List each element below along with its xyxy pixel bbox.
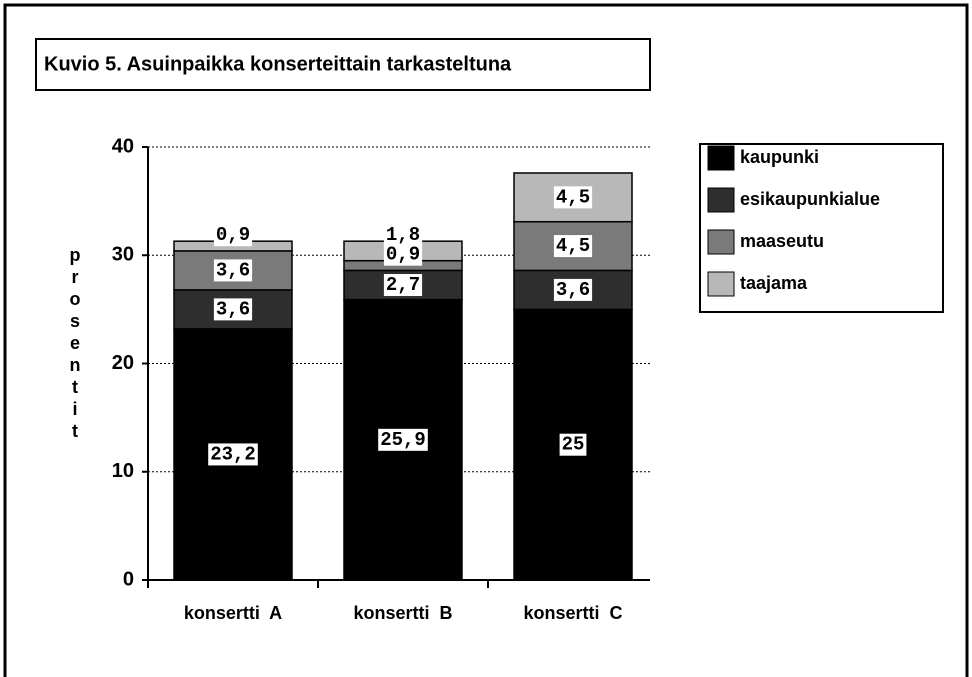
value-label: 25,9 (380, 429, 426, 451)
value-label-box (383, 274, 423, 297)
legend-swatch (707, 229, 735, 255)
y-tick-label: 20 (112, 352, 134, 374)
y-tick-label: 10 (112, 460, 134, 482)
value-label-box (553, 235, 593, 258)
value-label-box (553, 278, 593, 301)
value-label-box (383, 243, 423, 266)
value-label: 4,5 (556, 186, 590, 208)
legend-swatch (707, 145, 735, 171)
x-tick-label: konsertti B (353, 603, 452, 623)
value-label: 2,7 (386, 274, 420, 296)
legend-label: kaupunki (740, 147, 819, 167)
y-tick-label: 0 (123, 568, 134, 590)
value-label-box (383, 224, 423, 247)
legend-swatch (707, 271, 735, 297)
value-label: 3,6 (216, 259, 250, 281)
value-label: 1,8 (386, 224, 420, 246)
x-tick-label: konsertti A (184, 603, 282, 623)
legend-box (699, 143, 944, 313)
chart-title: Kuvio 5. Asuinpaikka konserteittain tark… (44, 53, 512, 75)
value-label-box (213, 298, 253, 321)
value-label: 23,2 (210, 443, 256, 465)
frame (3, 3, 969, 677)
value-label: 0,9 (216, 224, 250, 246)
value-label: 0,9 (386, 244, 420, 266)
value-label-box (208, 443, 258, 466)
legend-label: esikaupunkialue (740, 189, 880, 209)
value-label-box (553, 186, 593, 209)
value-label-box (378, 428, 428, 451)
y-axis-label: prosentit (65, 245, 85, 443)
value-label-box (213, 259, 253, 282)
value-label-box (213, 224, 253, 247)
value-label: 3,6 (216, 298, 250, 320)
legend-label: taajama (740, 273, 808, 293)
value-label: 3,6 (556, 279, 590, 301)
legend-swatch (707, 187, 735, 213)
x-tick-label: konsertti C (523, 603, 622, 623)
legend-label: maaseutu (740, 231, 824, 251)
y-tick-label: 30 (112, 244, 134, 266)
value-label-box (559, 433, 587, 456)
value-label: 25 (562, 434, 585, 456)
value-label: 4,5 (556, 235, 590, 257)
y-tick-label: 40 (112, 135, 134, 157)
title-box (35, 38, 651, 91)
